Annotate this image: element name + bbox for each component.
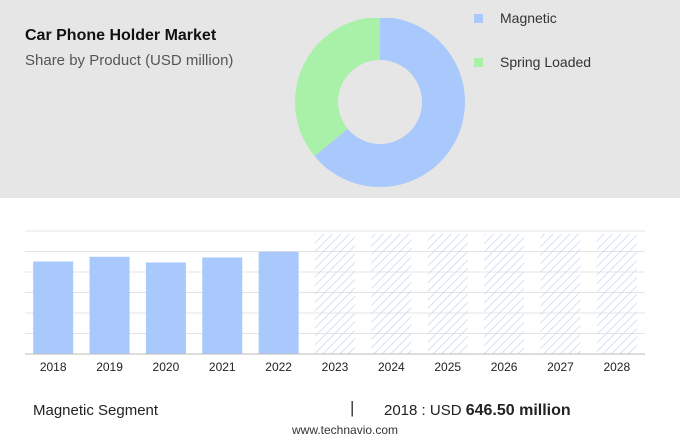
x-tick-label-2018: 2018: [40, 360, 67, 374]
segment-label: Magnetic Segment: [33, 402, 159, 419]
x-tick-label-2021: 2021: [209, 360, 236, 374]
segment-value-amount: 646.50 million: [465, 402, 571, 419]
legend-swatch-spring-loaded: [474, 58, 483, 67]
x-tick-label-2023: 2023: [322, 360, 349, 374]
bar-2022: [258, 251, 299, 354]
bar-2025: [427, 233, 468, 354]
bar-2028: [596, 233, 637, 354]
x-tick-label-2025: 2025: [434, 360, 461, 374]
bar-2020: [145, 262, 186, 354]
chart-subtitle: Share by Product (USD million): [25, 52, 234, 69]
bar-2026: [484, 233, 525, 354]
bar-2021: [202, 257, 243, 354]
chart-title: Car Phone Holder Market: [25, 27, 217, 44]
bar-chart: 2018 2019 2020 2021 2022 2023 2024 2025 2026 2027…: [25, 230, 645, 374]
bar-2019: [89, 256, 130, 354]
x-tick-label-2022: 2022: [265, 360, 292, 374]
x-tick-label-2020: 2020: [153, 360, 180, 374]
bar-2018: [33, 261, 74, 354]
legend-label-spring-loaded: Spring Loaded: [500, 54, 592, 70]
donut-chart: [295, 18, 465, 187]
bar-2023: [315, 233, 355, 354]
x-tick-label-2027: 2027: [547, 360, 574, 374]
footer-divider: |: [350, 398, 355, 417]
legend-label-magnetic: Magnetic: [500, 10, 557, 26]
legend-swatch-magnetic: [474, 14, 483, 23]
x-tick-label-2028: 2028: [603, 360, 630, 374]
bar-2024: [371, 233, 412, 354]
segment-value: 2018 : USD 646.50 million: [384, 402, 571, 420]
x-tick-label-2024: 2024: [378, 360, 405, 374]
donut-slice-spring-loaded: [295, 18, 380, 157]
bar-2027: [540, 233, 581, 354]
source-link[interactable]: www.technavio.com: [292, 423, 399, 437]
x-tick-label-2019: 2019: [96, 360, 123, 374]
segment-value-prefix: 2018 : USD: [384, 402, 466, 419]
x-tick-label-2026: 2026: [491, 360, 518, 374]
donut-slice-magnetic: [314, 18, 465, 187]
